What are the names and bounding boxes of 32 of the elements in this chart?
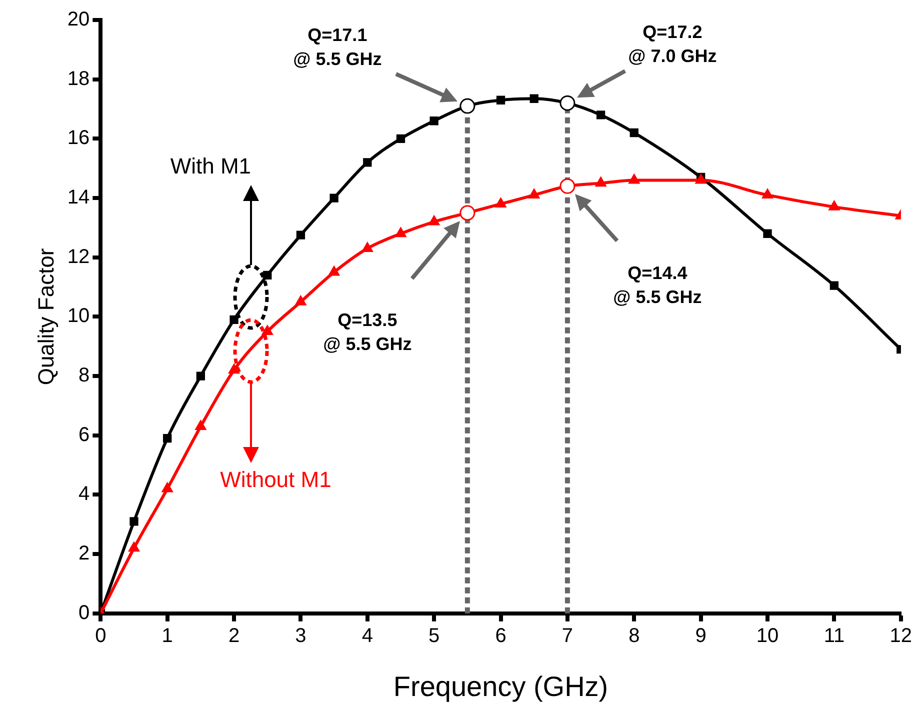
annotation: Q=17.2 @ 7.0 GHz	[628, 22, 717, 66]
x-tick-label: 11	[824, 624, 845, 647]
y-tick-label: 20	[67, 8, 90, 31]
annotation: Q=13.5 @ 5.5 GHz	[323, 310, 412, 354]
x-tick-label: 4	[362, 624, 373, 647]
x-tick-label: 10	[756, 624, 779, 647]
x-tick-label: 3	[295, 624, 306, 647]
y-tick-label: 10	[67, 305, 90, 328]
y-tick-label: 0	[78, 602, 90, 624]
x-tick-label: 6	[495, 624, 506, 647]
x-tick-label: 1	[162, 624, 173, 647]
text: With M1	[170, 153, 252, 178]
annotation: Q=14.4 @ 5.5 GHz	[613, 263, 702, 308]
x-tick-label: 9	[695, 624, 706, 647]
y-tick-label: 2	[78, 542, 90, 565]
x-tick-label: 7	[562, 624, 574, 647]
legend-label: Without M1	[220, 466, 332, 492]
x-axis-title: Frequency (GHz)	[393, 670, 608, 702]
x-tick-label: 5	[428, 624, 440, 647]
y-tick-label: 12	[67, 246, 90, 268]
y-tick-label: 8	[78, 364, 90, 387]
y-tick-label: 4	[78, 483, 90, 506]
x-tick-label: 0	[95, 624, 106, 647]
y-axis-title: Quality Factor	[33, 248, 58, 386]
x-tick-label: 8	[628, 624, 640, 647]
x-tick-label: 12	[890, 624, 912, 647]
annotation: Q=17.1 @ 5.5 GHz	[293, 25, 382, 70]
x-tick-label: 2	[228, 624, 240, 647]
y-tick-label: 16	[67, 127, 90, 150]
y-tick-label: 18	[67, 68, 90, 90]
y-tick-label: 14	[67, 186, 90, 209]
y-tick-label: 6	[78, 424, 90, 446]
